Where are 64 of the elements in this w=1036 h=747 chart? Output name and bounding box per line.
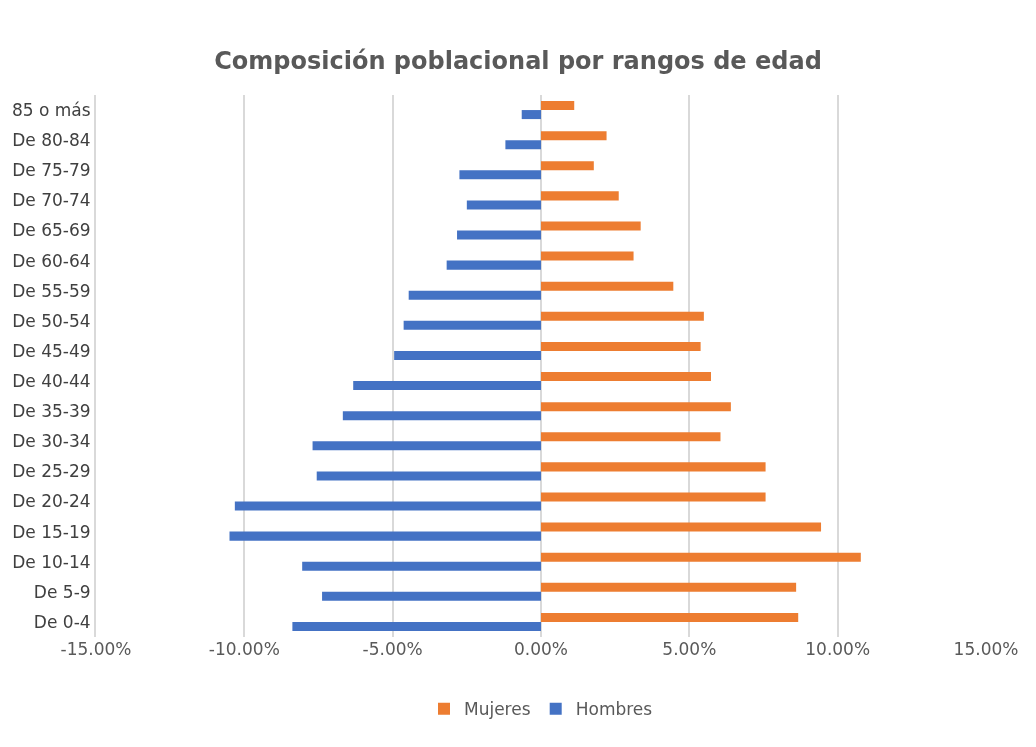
y-tick-label: De 65-69 — [12, 220, 91, 241]
bar — [322, 591, 541, 601]
bar — [541, 372, 711, 382]
bar — [541, 311, 704, 321]
y-tick-label: De 40-44 — [12, 371, 91, 392]
bar — [541, 191, 619, 201]
bar — [541, 101, 575, 111]
y-tick-label: De 25-29 — [12, 461, 91, 482]
y-tick-label: De 10-14 — [12, 551, 91, 572]
bar — [541, 131, 607, 141]
bar — [541, 221, 641, 231]
y-tick-label: De 75-79 — [12, 160, 91, 181]
legend-label: Hombres — [575, 699, 653, 720]
bar — [541, 341, 701, 351]
bar — [541, 492, 766, 502]
y-tick-label: De 55-59 — [12, 280, 91, 301]
x-tick-label: 10.00% — [805, 639, 871, 659]
y-tick-label: De 20-24 — [12, 491, 91, 512]
bar — [541, 522, 822, 532]
y-tick-label: De 5-9 — [33, 581, 91, 602]
bar — [541, 402, 731, 412]
legend-label: Mujeres — [464, 699, 531, 720]
bar — [505, 140, 541, 150]
bar — [541, 612, 799, 622]
bar — [408, 290, 541, 300]
chart-title: Composición poblacional por rangos de edad — [214, 47, 822, 76]
bar — [541, 161, 594, 171]
y-tick-label: De 0-4 — [33, 611, 91, 632]
bar — [466, 200, 541, 210]
y-tick-label: De 30-34 — [12, 431, 91, 452]
y-tick-label: 85 o más — [11, 100, 91, 121]
x-tick-label: -5.00% — [362, 639, 423, 659]
bar — [541, 281, 674, 291]
x-tick-label: -10.00% — [208, 639, 280, 659]
y-tick-label: De 80-84 — [12, 130, 91, 151]
bar — [457, 230, 541, 240]
bar — [302, 561, 541, 571]
x-tick-label: 15.00% — [953, 639, 1019, 659]
y-tick-label: De 15-19 — [12, 521, 91, 542]
bar — [403, 320, 541, 330]
bar — [316, 471, 541, 481]
x-tick-label: -15.00% — [60, 639, 132, 659]
bar — [446, 260, 541, 270]
bar — [312, 441, 541, 451]
bar — [541, 582, 797, 592]
bar — [353, 381, 541, 391]
bar — [541, 462, 766, 472]
y-tick-label: De 35-39 — [12, 401, 91, 422]
bar — [342, 411, 541, 421]
bar — [541, 432, 721, 442]
bar — [459, 170, 541, 180]
bar — [394, 350, 541, 360]
x-tick-label: 0.00% — [513, 639, 569, 659]
bar — [234, 501, 541, 511]
y-tick-label: De 60-64 — [12, 250, 91, 271]
y-tick-label: De 45-49 — [12, 340, 91, 361]
bar — [541, 552, 861, 562]
y-tick-label: De 50-54 — [12, 310, 91, 331]
bar — [541, 251, 634, 261]
x-tick-label: 5.00% — [662, 639, 717, 659]
bar — [229, 531, 541, 541]
bar — [521, 110, 541, 120]
bar — [292, 621, 541, 631]
y-tick-label: De 70-74 — [12, 190, 91, 211]
